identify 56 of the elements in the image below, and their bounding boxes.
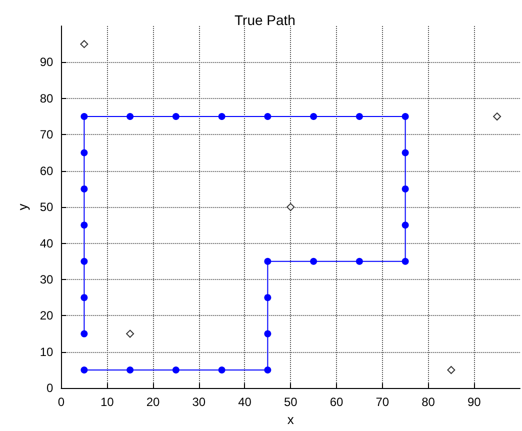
- point: [264, 258, 272, 265]
- y-tick-label: 90: [40, 55, 54, 70]
- point: [493, 112, 502, 121]
- y-tick-label: 10: [40, 344, 54, 359]
- y-tick-label: 50: [40, 200, 54, 214]
- y-tick-label: 80: [40, 91, 54, 106]
- x-tick-label: 10: [100, 395, 114, 410]
- x-tick-label: 60: [330, 395, 344, 410]
- point: [286, 203, 295, 212]
- x-tick-label: 70: [376, 395, 390, 410]
- x-tick-label: 40: [238, 395, 252, 410]
- point: [80, 222, 88, 229]
- y-axis-title: y: [15, 203, 30, 210]
- point: [264, 330, 272, 338]
- point: [447, 366, 456, 374]
- point: [402, 222, 409, 229]
- point: [172, 113, 180, 120]
- point: [80, 149, 88, 156]
- point: [80, 294, 88, 302]
- point: [80, 40, 88, 48]
- y-tick-label: 0: [46, 381, 54, 396]
- point: [80, 330, 88, 338]
- point: [356, 258, 363, 265]
- point: [264, 113, 272, 120]
- point: [80, 258, 88, 265]
- point: [126, 330, 134, 338]
- y-tick-label: 60: [40, 164, 54, 178]
- x-axis-title: x: [287, 412, 294, 427]
- y-tick-label: 30: [40, 272, 54, 286]
- point: [264, 366, 272, 374]
- x-tick-label: 30: [192, 395, 206, 410]
- point: [402, 113, 409, 120]
- point: [126, 113, 134, 120]
- point: [80, 113, 88, 120]
- point: [126, 366, 134, 374]
- point: [80, 366, 88, 374]
- chart-title: True Path: [234, 12, 296, 28]
- point: [310, 258, 318, 265]
- y-tick-label: 70: [40, 128, 54, 142]
- point: [356, 113, 363, 120]
- point: [218, 113, 226, 120]
- x-tick-label: 90: [467, 395, 482, 410]
- point: [172, 366, 180, 374]
- x-tick-label: 50: [284, 395, 298, 410]
- point: [264, 294, 272, 302]
- point: [80, 185, 88, 192]
- x-tick-label: 80: [422, 395, 436, 410]
- x-tick-label: 20: [146, 395, 160, 410]
- point: [310, 113, 318, 120]
- y-tick-label: 40: [40, 236, 54, 250]
- point: [402, 149, 409, 156]
- x-tick-label: 0: [58, 395, 65, 410]
- point: [218, 366, 226, 374]
- point: [402, 185, 409, 192]
- y-tick-label: 20: [40, 308, 54, 323]
- point: [402, 258, 409, 265]
